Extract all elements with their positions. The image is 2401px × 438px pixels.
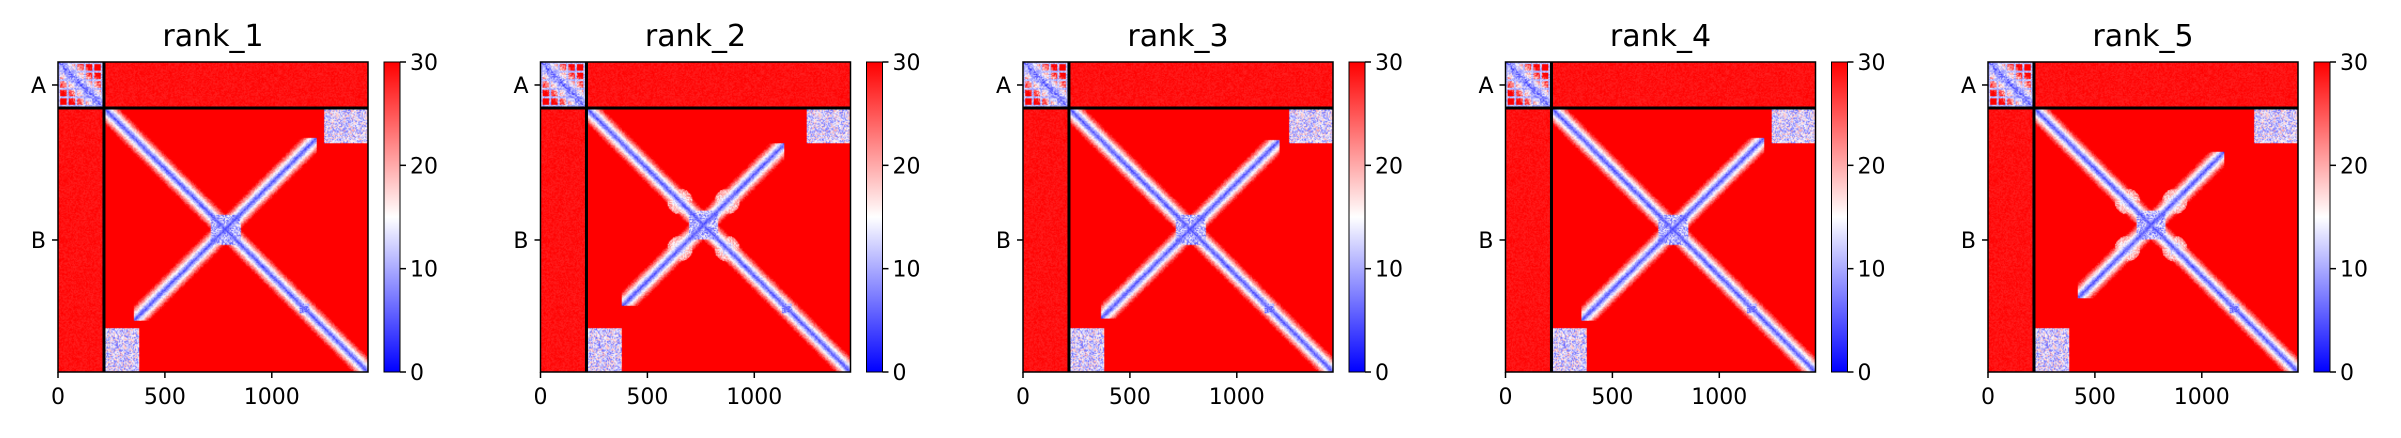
panel-rank_5: rank_5 A B 0 500 1000 0 10 20 30 bbox=[1961, 19, 2368, 410]
x-tick-label: 500 bbox=[1109, 385, 1151, 410]
colorbar-tick-label: 20 bbox=[893, 154, 921, 179]
colorbar-tick-label: 10 bbox=[2340, 258, 2368, 283]
colorbar-tick-label: 20 bbox=[2340, 154, 2368, 179]
chain-label: B bbox=[31, 229, 46, 254]
pae-heatmap bbox=[58, 62, 368, 372]
x-tick-label: 1000 bbox=[1691, 385, 1747, 410]
chain-label: A bbox=[996, 74, 1011, 99]
x-tick-label: 0 bbox=[1981, 385, 1995, 410]
colorbar-tick-label: 0 bbox=[1858, 361, 1872, 386]
chain-label: A bbox=[31, 74, 46, 99]
x-tick-label: 1000 bbox=[726, 385, 782, 410]
panel-title: rank_4 bbox=[1610, 19, 1711, 54]
colorbar-tick-label: 10 bbox=[1858, 258, 1886, 283]
pae-heatmap bbox=[540, 62, 851, 372]
colorbar-tick-label: 20 bbox=[410, 154, 438, 179]
panel-title: rank_2 bbox=[645, 19, 746, 54]
colorbar-tick-label: 30 bbox=[410, 51, 438, 76]
chain-label: B bbox=[513, 229, 528, 254]
chain-label: B bbox=[996, 229, 1011, 254]
pae-heatmap bbox=[1988, 62, 2298, 372]
colorbar bbox=[1831, 61, 1848, 373]
colorbar-tick-label: 30 bbox=[1858, 51, 1886, 76]
panel-title: rank_1 bbox=[162, 19, 263, 54]
panel-title: rank_3 bbox=[1127, 19, 1228, 54]
panel-rank_2: rank_2 A B 0 500 1000 0 10 20 30 bbox=[513, 19, 920, 410]
chain-label: A bbox=[513, 74, 528, 99]
x-tick-label: 0 bbox=[534, 385, 548, 410]
plot-frame bbox=[1504, 61, 1817, 373]
chain-label: A bbox=[1961, 74, 1976, 99]
x-tick-label: 500 bbox=[626, 385, 668, 410]
colorbar-tick-label: 10 bbox=[1375, 258, 1403, 283]
x-tick-label: 500 bbox=[1591, 385, 1633, 410]
chain-label: B bbox=[1961, 229, 1976, 254]
pae-heatmap bbox=[1023, 62, 1333, 372]
x-tick-label: 500 bbox=[144, 385, 186, 410]
x-tick-label: 500 bbox=[2074, 385, 2116, 410]
colorbar-tick-label: 20 bbox=[1858, 154, 1886, 179]
pae-heatmap bbox=[1505, 62, 1816, 372]
x-tick-label: 0 bbox=[1499, 385, 1513, 410]
colorbar-tick-label: 10 bbox=[410, 258, 438, 283]
panel-rank_4: rank_4 A B 0 500 1000 0 10 20 30 bbox=[1478, 19, 1885, 410]
colorbar-tick-label: 30 bbox=[1375, 51, 1403, 76]
x-tick-label: 1000 bbox=[244, 385, 300, 410]
panel-rank_1: rank_1 A B 0 500 1000 0 10 20 30 bbox=[31, 19, 438, 410]
x-tick-label: 0 bbox=[1016, 385, 1030, 410]
colorbar-tick-label: 0 bbox=[2340, 361, 2354, 386]
colorbar-tick-label: 30 bbox=[893, 51, 921, 76]
x-tick-label: 1000 bbox=[1209, 385, 1265, 410]
colorbar-tick-label: 0 bbox=[410, 361, 424, 386]
colorbar-tick-label: 10 bbox=[893, 258, 921, 283]
colorbar-tick-label: 30 bbox=[2340, 51, 2368, 76]
chain-label: A bbox=[1478, 74, 1493, 99]
plot-frame bbox=[1987, 61, 2299, 373]
plot-frame bbox=[57, 61, 369, 373]
panel-rank_3: rank_3 A B 0 500 1000 0 10 20 30 bbox=[996, 19, 1403, 410]
chain-label: B bbox=[1478, 229, 1493, 254]
colorbar-tick-label: 20 bbox=[1375, 154, 1403, 179]
colorbar bbox=[1348, 61, 1366, 373]
plot-frame bbox=[539, 61, 852, 373]
x-tick-label: 1000 bbox=[2174, 385, 2230, 410]
colorbar bbox=[866, 61, 883, 373]
colorbar bbox=[383, 61, 401, 373]
plot-frame bbox=[1022, 61, 1334, 373]
x-tick-label: 0 bbox=[51, 385, 65, 410]
panel-title: rank_5 bbox=[2092, 19, 2193, 54]
colorbar bbox=[2313, 61, 2331, 373]
colorbar-tick-label: 0 bbox=[893, 361, 907, 386]
colorbar-tick-label: 0 bbox=[1375, 361, 1389, 386]
